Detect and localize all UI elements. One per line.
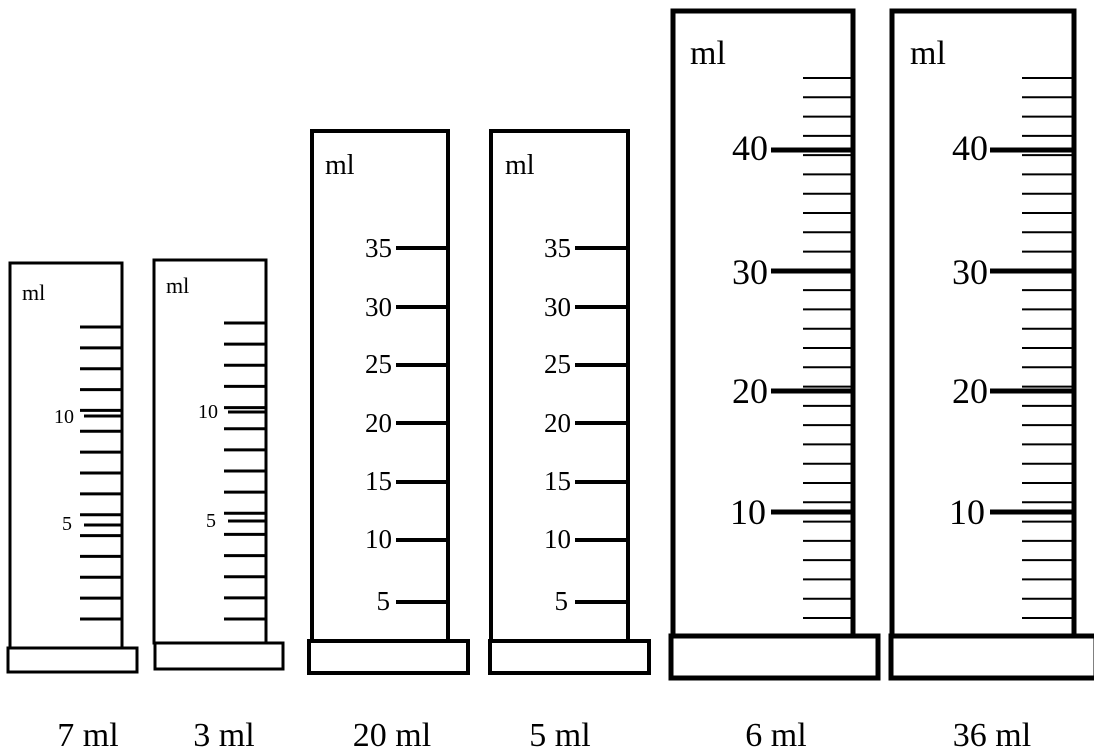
cylinder-1-label-5: 5 — [62, 513, 72, 535]
cylinder-3-ticks — [396, 246, 448, 604]
cylinder-6-caption: 36 ml — [953, 717, 1031, 754]
cylinder-3-unit-label: ml — [325, 150, 355, 181]
cylinder-2: ml 5 10 3 ml — [152, 258, 285, 754]
cylinder-6-label-40: 40 — [952, 128, 988, 168]
cylinder-3-label-15: 15 — [365, 466, 392, 496]
cylinder-3-label-5: 5 — [377, 586, 391, 616]
cylinder-4-label-20: 20 — [544, 408, 571, 438]
cylinder-5-unit-label: ml — [690, 35, 726, 72]
cylinder-4-unit-label: ml — [505, 150, 535, 181]
cylinder-6-label-20: 20 — [952, 371, 988, 411]
cylinder-3-caption: 20 ml — [353, 717, 431, 754]
cylinder-1: ml 5 10 7 ml — [6, 261, 139, 754]
cylinder-6-label-10: 10 — [949, 492, 985, 532]
cylinder-5: ml 10 20 30 40 6 ml — [668, 8, 881, 754]
cylinder-4-label-10: 10 — [544, 524, 571, 554]
cylinder-5-label-40: 40 — [732, 128, 768, 168]
cylinder-3-label-35: 35 — [365, 233, 392, 263]
cylinder-3-label-20: 20 — [365, 408, 392, 438]
cylinder-6-label-30: 30 — [952, 252, 988, 292]
cylinder-2-caption: 3 ml — [193, 717, 254, 754]
cylinder-4-label-5: 5 — [555, 586, 569, 616]
cylinder-3-label-30: 30 — [365, 292, 392, 322]
cylinder-3: ml 5 10 15 20 25 30 35 20 ml — [307, 129, 470, 754]
cylinder-2-label-10: 10 — [198, 401, 218, 423]
cylinder-4-label-15: 15 — [544, 466, 571, 496]
cylinder-1-unit-label: ml — [22, 280, 45, 305]
cylinder-6-unit-label: ml — [910, 35, 946, 72]
cylinder-1-label-10: 10 — [54, 406, 74, 428]
cylinder-5-label-30: 30 — [732, 252, 768, 292]
cylinder-4: ml 5 10 15 20 25 30 35 5 ml — [488, 129, 651, 754]
cylinder-2-unit-label: ml — [166, 273, 189, 298]
cylinder-6-ticks — [990, 77, 1074, 619]
cylinder-4-label-35: 35 — [544, 233, 571, 263]
cylinder-5-ticks — [771, 77, 853, 619]
cylinder-2-label-5: 5 — [206, 510, 216, 532]
cylinder-4-label-30: 30 — [544, 292, 571, 322]
cylinder-2-ticks — [224, 321, 266, 621]
cylinder-6: ml 10 20 30 40 36 ml — [888, 8, 1094, 754]
cylinder-5-label-20: 20 — [732, 371, 768, 411]
cylinder-5-caption: 6 ml — [745, 717, 806, 754]
cylinder-4-label-25: 25 — [544, 349, 571, 379]
cylinder-5-label-10: 10 — [730, 492, 766, 532]
cylinder-4-ticks — [575, 246, 628, 604]
cylinder-1-ticks — [80, 325, 122, 621]
cylinder-1-caption: 7 ml — [57, 717, 118, 754]
cylinder-3-label-25: 25 — [365, 349, 392, 379]
cylinder-3-label-10: 10 — [365, 524, 392, 554]
cylinder-4-caption: 5 ml — [529, 717, 590, 754]
